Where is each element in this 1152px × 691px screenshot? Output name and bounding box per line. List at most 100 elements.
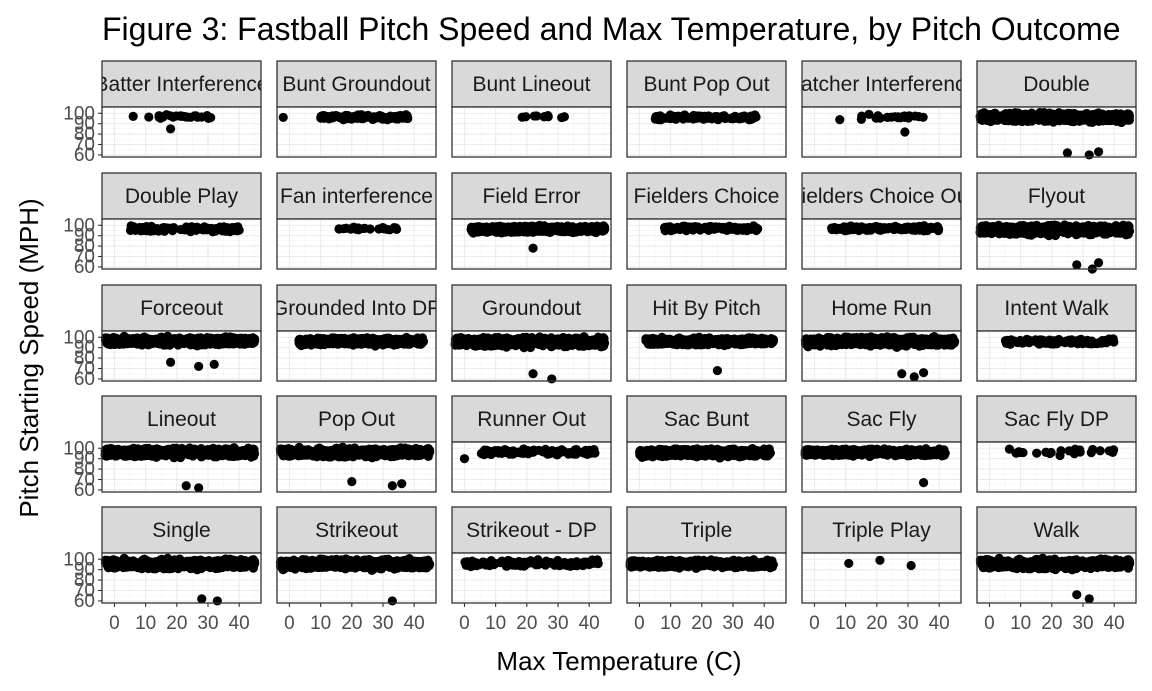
data-point	[874, 113, 884, 123]
data-point	[192, 112, 203, 122]
facet-strip-label: Fielders Choice	[634, 185, 780, 208]
facet-strip-label: Fielders Choice Out	[789, 185, 975, 208]
data-point-outlier	[1093, 147, 1104, 157]
data-point	[382, 224, 392, 234]
facet-panel: Bunt Lineout	[451, 60, 612, 158]
data-point	[218, 224, 228, 234]
data-point	[1057, 225, 1067, 235]
data-point	[1056, 112, 1067, 122]
data-point	[1083, 225, 1093, 236]
data-point	[532, 111, 542, 121]
data-point	[557, 112, 567, 123]
data-point-outlier	[528, 243, 538, 253]
data-point	[736, 113, 746, 124]
data-point	[1102, 226, 1112, 236]
data-point	[857, 111, 867, 121]
facet-strip-label: Double Play	[125, 185, 239, 208]
data-point	[108, 338, 118, 348]
facet-panel: Grounded Into DP	[276, 284, 437, 382]
data-point	[202, 110, 212, 121]
data-point	[905, 224, 915, 234]
data-point	[233, 337, 244, 347]
data-point-outlier	[1084, 150, 1094, 160]
data-point	[1123, 222, 1133, 232]
data-point	[657, 113, 668, 123]
data-point	[1079, 112, 1089, 123]
facet-panel: Double	[975, 60, 1137, 160]
data-point	[413, 335, 423, 345]
data-point	[196, 335, 206, 345]
facet-panel: Bunt Groundout	[276, 60, 437, 158]
data-point	[396, 336, 406, 346]
data-point	[154, 112, 164, 122]
facet-strip-label: Fan interference	[280, 185, 433, 208]
data-points	[835, 109, 928, 137]
data-point	[566, 223, 576, 233]
data-point	[539, 112, 549, 122]
data-point	[302, 339, 313, 349]
data-point	[864, 225, 874, 235]
data-point-outlier	[900, 127, 910, 137]
data-point	[348, 112, 358, 122]
data-point	[125, 225, 136, 235]
data-point	[496, 224, 506, 234]
facet-border	[626, 106, 787, 158]
facet-strip-label: Batter Interference	[95, 73, 269, 96]
facet-panel: Field Error	[451, 172, 612, 270]
facet-strip-label: Groundout	[482, 297, 581, 320]
data-point	[1028, 114, 1038, 125]
data-point	[748, 114, 758, 124]
data-point	[910, 111, 920, 121]
data-point	[988, 112, 998, 122]
data-points	[659, 221, 763, 236]
y-tick-label: 100	[63, 327, 95, 348]
data-point	[671, 113, 682, 123]
facet-panel: Flyout	[975, 172, 1137, 274]
data-point-outlier	[209, 359, 219, 369]
data-point	[707, 223, 717, 233]
data-point-outlier	[165, 124, 176, 134]
data-point	[886, 112, 896, 122]
data-point	[356, 335, 366, 346]
facet-panel: Fielders Choice	[626, 172, 787, 270]
data-point	[854, 225, 864, 236]
facet-strip	[976, 60, 1137, 108]
data-point	[983, 227, 993, 237]
data-point	[833, 224, 843, 234]
data-point	[704, 112, 715, 123]
data-point	[472, 227, 482, 237]
data-point-outlier	[1093, 258, 1104, 268]
facet-panel: Fan interference	[276, 172, 437, 270]
data-point	[146, 334, 156, 344]
data-point	[835, 115, 845, 125]
facet-strip-label: Bunt Groundout	[282, 73, 430, 96]
y-tick-label: 100	[63, 215, 95, 236]
facet-panel: Catcher Interference	[801, 60, 962, 158]
data-point	[166, 223, 176, 233]
data-points	[827, 221, 944, 236]
data-point	[664, 112, 674, 122]
data-point	[1022, 224, 1032, 234]
data-point	[552, 224, 562, 234]
facet-strip-label: Flyout	[1028, 185, 1085, 208]
facet-strip	[626, 60, 787, 108]
data-point	[521, 112, 531, 122]
data-point	[142, 223, 152, 233]
data-point-outlier	[128, 111, 138, 121]
data-point	[665, 223, 675, 234]
data-points	[517, 111, 569, 123]
data-point	[391, 223, 401, 233]
data-point-outlier	[278, 112, 288, 123]
data-point	[244, 333, 255, 344]
data-point	[1010, 224, 1020, 234]
data-point	[325, 113, 335, 123]
data-point	[888, 223, 899, 234]
data-points	[128, 110, 216, 134]
data-points	[650, 110, 761, 125]
data-point	[1008, 115, 1018, 126]
data-point	[721, 113, 731, 123]
